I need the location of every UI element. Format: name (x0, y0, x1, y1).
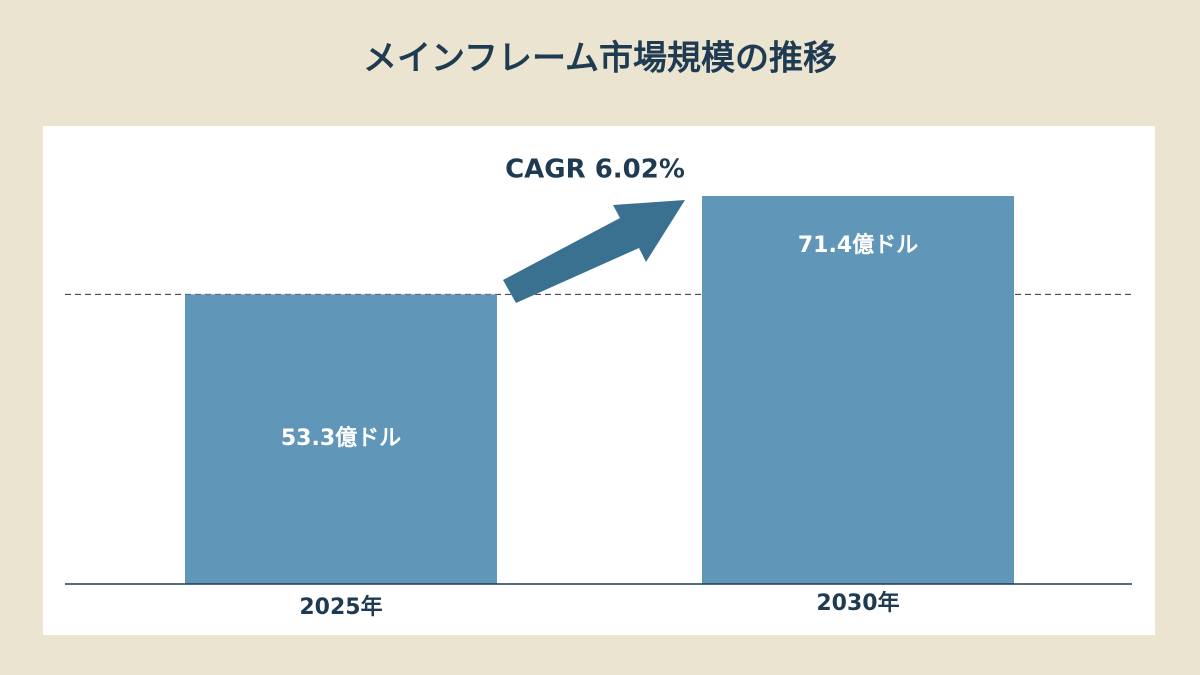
annotation: CAGR 6.02% (505, 155, 685, 185)
value-label: 71.4億ドル (798, 232, 918, 258)
chart-title: メインフレーム市場規模の推移 (363, 39, 837, 79)
x-tick-label: 2025年 (299, 594, 382, 620)
x-tick-label: 2030年 (816, 590, 899, 616)
growth-arrow (503, 200, 685, 303)
bar (185, 294, 497, 584)
value-label: 53.3億ドル (281, 425, 401, 451)
bar (702, 196, 1014, 584)
